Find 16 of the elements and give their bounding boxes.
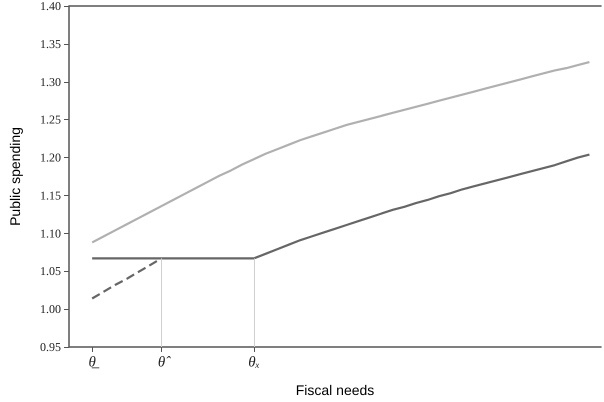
y-tick-label: 1.00 (40, 302, 61, 316)
y-tick-label: 1.40 (40, 0, 61, 13)
y-tick-label: 1.05 (40, 264, 61, 278)
y-axis-title: Public spending (7, 127, 23, 226)
y-tick-label: 1.35 (40, 36, 61, 51)
x-axis-title: Fiscal needs (296, 382, 374, 398)
y-tick-label: 1.20 (40, 150, 61, 165)
y-tick-label: 1.30 (40, 74, 61, 89)
x-tick-label: θₓ (248, 354, 260, 370)
x-tick-label: θ̂ (158, 354, 172, 370)
x-tick-label: θ̲ (88, 354, 100, 370)
y-tick-label: 1.10 (40, 226, 61, 240)
y-tick-label: 1.15 (40, 188, 61, 202)
y-tick-label: 0.95 (40, 340, 61, 354)
y-tick-label: 1.25 (40, 112, 61, 127)
line-series (91, 60, 591, 244)
